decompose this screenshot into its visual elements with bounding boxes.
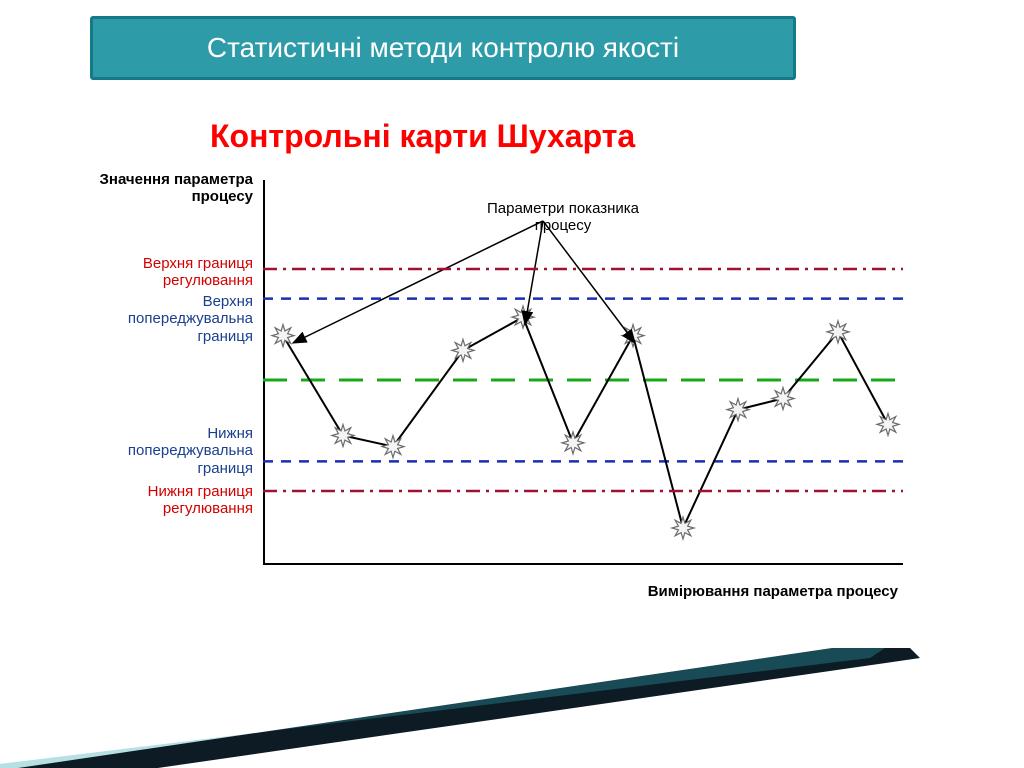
ucl-label: Верхня границя регулювання	[83, 255, 253, 290]
uwl-label: Верхня попереджувальна границя	[83, 293, 253, 345]
plot-area: Вимірювання параметра процесу Параметри …	[263, 195, 903, 565]
lwl-label: Нижня попереджувальна границя	[83, 425, 253, 477]
title-text: Статистичні методи контролю якості	[207, 32, 679, 64]
shewhart-chart: Значення параметра процесу Верхня границ…	[83, 175, 915, 615]
title-banner: Статистичні методи контролю якості	[90, 16, 796, 80]
lcl-label: Нижня границя регулювання	[83, 483, 253, 518]
x-axis-label: Вимірювання параметра процесу	[648, 583, 898, 600]
slide: Статистичні методи контролю якості Контр…	[0, 0, 1024, 768]
y-axis-title: Значення параметра процесу	[83, 171, 253, 206]
decorative-swoosh	[0, 648, 1024, 768]
subtitle: Контрольні карти Шухарта	[210, 118, 635, 155]
plot-svg	[263, 195, 903, 565]
